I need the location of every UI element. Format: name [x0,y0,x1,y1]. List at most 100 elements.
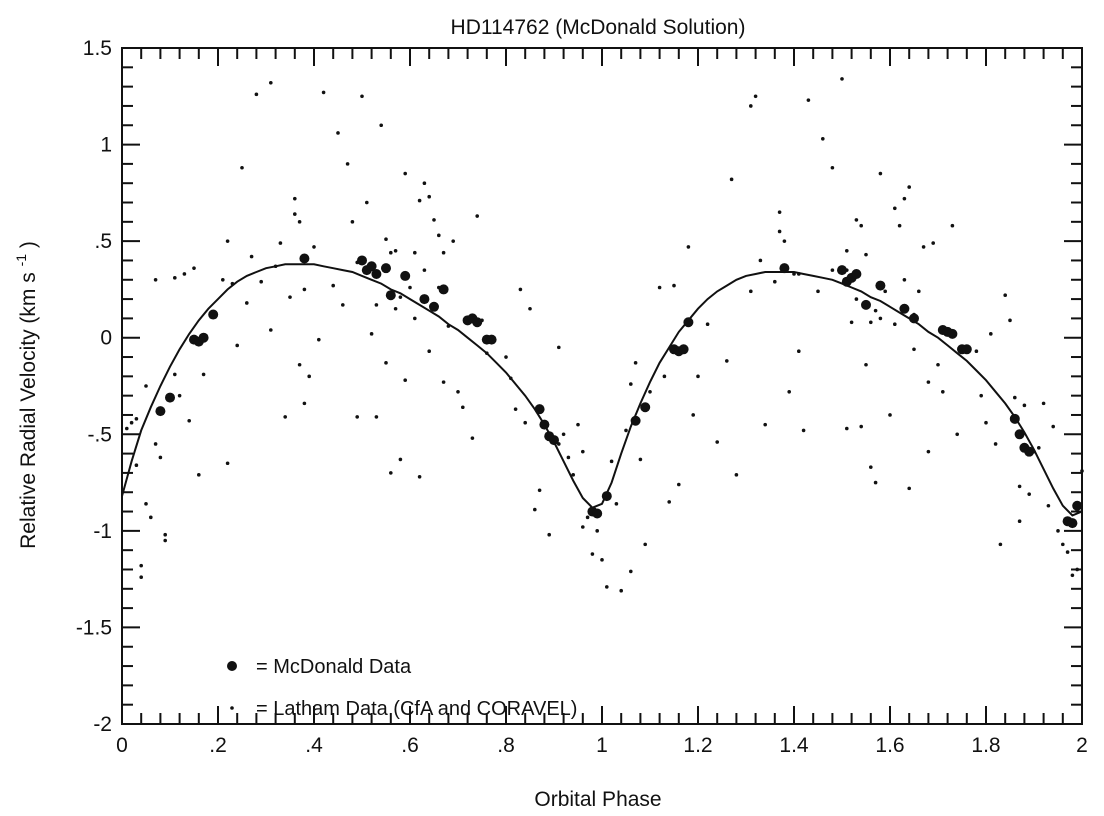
mcdonald-point [155,406,166,417]
latham-point [638,457,643,462]
latham-point [749,104,753,108]
latham-point [581,449,585,454]
latham-point [974,349,979,354]
y-axis-ticks: 1.51.50-.5-1-1.5-2 [76,37,112,736]
latham-point [845,249,849,253]
x-tick-label: .4 [305,734,323,757]
latham-point [509,376,513,381]
latham-point [182,272,187,276]
latham-point [758,258,763,263]
mcdonald-point [640,402,651,413]
latham-point [413,316,417,321]
latham-point [163,538,167,543]
legend-label-mcdonald: = McDonald Data [256,656,412,678]
latham-point [187,418,191,423]
mcdonald-point [198,332,209,343]
latham-point [1070,573,1075,578]
latham-point [845,426,849,431]
latham-point [715,440,719,444]
latham-point [926,380,931,384]
mcdonald-point [779,263,790,274]
latham-point [864,252,868,257]
latham-point [921,245,926,249]
latham-point [533,507,537,512]
latham-point [547,532,551,537]
mcdonald-point [899,303,910,314]
latham-point [259,279,264,284]
latham-point [249,254,254,259]
latham-point [787,389,791,394]
latham-point [369,332,374,336]
latham-point [293,212,297,216]
latham-point [749,289,753,294]
latham-point [840,77,844,81]
latham-point [936,362,940,367]
latham-point [389,471,393,475]
latham-point [427,349,432,354]
latham-point [998,542,1003,547]
latham-point [830,268,835,272]
latham-point [302,401,307,406]
latham-point [691,413,695,417]
latham-point [590,552,595,556]
mcdonald-point [208,309,219,320]
mcdonald-point [539,419,550,430]
latham-point [360,94,364,99]
latham-point [403,378,408,383]
latham-point [177,393,182,398]
latham-point [417,474,422,479]
latham-point [437,233,441,238]
mcdonald-point [683,317,694,328]
latham-point [297,362,302,367]
x-tick-label: 1.2 [683,734,712,757]
latham-point [374,415,379,419]
mcdonald-point [357,255,367,266]
latham-point [955,432,959,437]
mcdonald-data-points [155,253,1083,529]
mcdonald-point [534,404,545,415]
latham-point [413,250,417,255]
latham-point [907,486,911,491]
latham-point [878,171,883,176]
mcdonald-point [1014,429,1025,440]
latham-point [446,324,451,328]
latham-point [245,301,249,305]
latham-point [312,245,316,249]
latham-point [797,272,801,276]
y-tick-label: -1.5 [76,616,112,639]
latham-point [897,223,902,228]
latham-point [931,241,935,245]
latham-point [854,297,859,301]
latham-point [422,268,427,272]
latham-point [336,131,340,135]
mcdonald-point [1067,518,1078,529]
latham-point [1041,401,1046,406]
latham-point [197,473,201,477]
latham-point [398,295,403,299]
mcdonald-point [438,284,449,295]
latham-point [1017,484,1022,489]
mcdonald-point [1072,500,1083,511]
latham-point [893,322,897,326]
latham-point [912,347,916,352]
latham-point [1061,542,1065,547]
y-tick-label: -2 [93,713,112,736]
mcdonald-point [1009,413,1020,424]
mcdonald-point [400,270,411,281]
latham-point [513,407,518,411]
latham-point [725,359,729,363]
latham-point [619,588,623,593]
latham-point [240,165,244,170]
y-tick-label: 0 [100,327,112,350]
latham-point [643,542,647,547]
mcdonald-point [1024,446,1035,457]
latham-point [432,218,436,222]
latham-point [139,575,143,580]
latham-point [201,372,206,377]
latham-point [979,393,983,398]
latham-point [633,361,638,365]
latham-point [149,515,153,520]
latham-point [254,92,259,97]
latham-point [869,320,873,325]
latham-point [1075,567,1079,572]
